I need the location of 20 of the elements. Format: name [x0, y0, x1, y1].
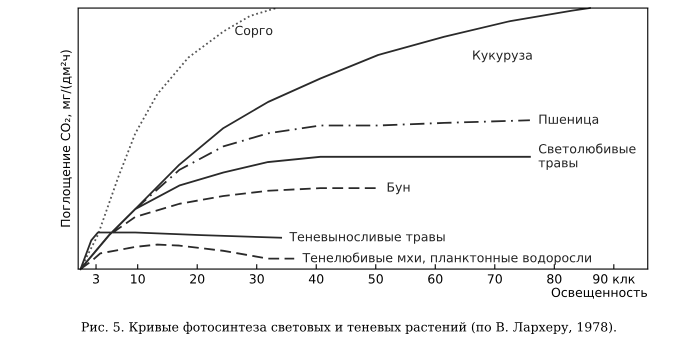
x-tick-label: 30 [250, 274, 264, 284]
text: Рис. 5. Кривые фотосинтеза световых и теневых растений (по В. Лархеру, 1978). [82, 322, 616, 334]
x-tick-label: 10 [131, 274, 145, 284]
x-tick-label: 20 [190, 274, 204, 284]
series-label: Тенелюбивые мхи, планктонные водоросли [302, 252, 591, 265]
x-tick-label: 60 [428, 274, 442, 284]
x-tick-label: 50 [368, 274, 383, 284]
x-tick-label: 90 клк [593, 274, 635, 284]
series-label: Сорго [235, 26, 272, 38]
x-axis-title: Освещенность [552, 288, 648, 299]
x-tick-label: 80 [547, 274, 562, 284]
y-axis-title: Поглощение CO₂, мг/(дм²ч) [60, 50, 72, 227]
x-tick-label: 70 [488, 274, 502, 284]
series-label: Теневыносливые травы [289, 232, 445, 244]
x-tick-label: 40 [308, 274, 324, 284]
series-label: Пшеница [539, 114, 598, 126]
series-label: Кукуруза [473, 50, 532, 62]
series-label: Светолюбивые травы [538, 144, 636, 170]
series-label: Бун [388, 182, 410, 194]
x-tick-label: 3 [93, 274, 100, 284]
